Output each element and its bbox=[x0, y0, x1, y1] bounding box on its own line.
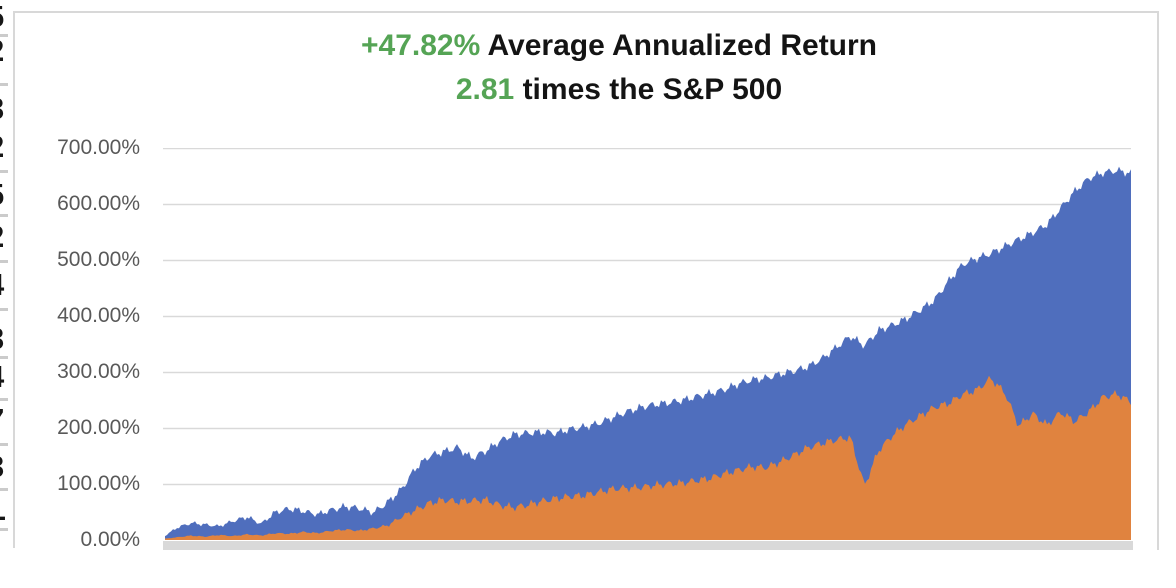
chart-border-top bbox=[13, 11, 1158, 13]
chart-border-left bbox=[13, 11, 15, 548]
edge-fragment: 2 bbox=[0, 220, 11, 254]
edge-fragment bbox=[0, 488, 8, 491]
y-axis-tick-label: 0.00% bbox=[80, 528, 140, 551]
y-axis-tick-label: 300.00% bbox=[57, 360, 140, 383]
y-axis: 700.00% 600.00% 500.00% 400.00% 300.00% 200.0… bbox=[20, 0, 140, 588]
title-line-2-text: times the S&P 500 bbox=[514, 73, 783, 106]
edge-fragment: L bbox=[0, 493, 11, 527]
y-axis-tick-label: 600.00% bbox=[57, 192, 140, 215]
edge-fragment bbox=[0, 398, 8, 401]
orange-area bbox=[165, 375, 1131, 540]
edge-fragment: - bbox=[0, 526, 11, 560]
plot-svg bbox=[163, 148, 1131, 540]
edge-fragment: 5 bbox=[0, 178, 11, 212]
edge-fragment: 7 bbox=[0, 403, 11, 437]
plot-area bbox=[163, 148, 1131, 540]
edge-fragment: 3 bbox=[0, 322, 11, 356]
title-line-2: 2.81 times the S&P 500 bbox=[163, 68, 1075, 112]
edge-fragment: 4 bbox=[0, 268, 11, 302]
edge-fragment bbox=[0, 528, 8, 531]
y-axis-tick-label: 500.00% bbox=[57, 248, 140, 271]
edge-fragment bbox=[0, 308, 8, 311]
edge-fragment: 3 bbox=[0, 450, 11, 484]
y-axis-tick-label: 700.00% bbox=[57, 136, 140, 159]
x-axis-strip bbox=[163, 541, 1133, 550]
chart-title: +47.82% Average Annualized Return 2.81 t… bbox=[163, 24, 1075, 112]
edge-fragment: 4 bbox=[0, 360, 11, 394]
edge-fragment bbox=[0, 443, 8, 446]
edge-fragment: 3 bbox=[0, 92, 11, 126]
chart-border-right bbox=[1157, 11, 1159, 550]
edge-fragment: 2 bbox=[0, 34, 11, 68]
title-line-1-highlight: +47.82% bbox=[360, 29, 481, 62]
edge-fragment: 5 bbox=[0, 0, 11, 34]
edge-fragment bbox=[0, 214, 8, 217]
edge-fragment bbox=[0, 356, 8, 359]
title-line-2-highlight: 2.81 bbox=[455, 73, 515, 106]
left-edge-text-fragments: 52325243473L- bbox=[0, 0, 11, 588]
title-line-1-text: Average Annualized Return bbox=[480, 29, 878, 62]
y-axis-tick-label: 100.00% bbox=[57, 472, 140, 495]
title-line-1: +47.82% Average Annualized Return bbox=[163, 24, 1075, 68]
y-axis-tick-label: 400.00% bbox=[57, 304, 140, 327]
edge-fragment bbox=[0, 170, 8, 173]
edge-fragment bbox=[0, 34, 8, 37]
edge-fragment bbox=[0, 260, 8, 263]
y-axis-tick-label: 200.00% bbox=[57, 416, 140, 439]
edge-fragment bbox=[0, 83, 8, 86]
edge-fragment: 2 bbox=[0, 130, 11, 164]
